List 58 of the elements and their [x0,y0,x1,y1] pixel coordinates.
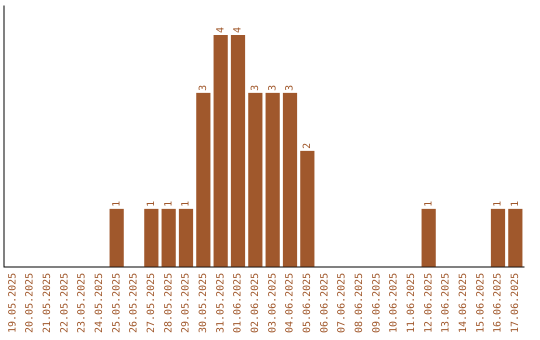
x-tick-label: 27.05.2025 [146,272,157,334]
x-tick-label: 05.06.2025 [302,272,313,334]
bar [282,92,298,267]
data-label: 4 [215,26,226,33]
bar [266,92,280,267]
x-tick-label: 03.06.2025 [267,272,278,334]
x-tick-label: 08.06.2025 [354,272,365,334]
x-tick-label: 09.06.2025 [371,272,382,334]
x-tick-label: 30.05.2025 [198,272,209,334]
data-label: 1 [510,200,521,207]
x-tick-label: 01.06.2025 [232,272,244,334]
x-tick-label: 14.06.2025 [458,272,469,334]
data-label: 1 [492,200,504,207]
data-label: 3 [250,84,261,91]
x-tick-label: 23.05.2025 [76,272,88,334]
x-tick-label: 16.06.2025 [492,272,504,334]
x-tick-label: 15.06.2025 [475,272,486,334]
x-tick-label: 17.06.2025 [510,272,521,334]
bar [110,208,124,267]
data-label: 3 [267,84,278,91]
bar [162,208,176,267]
data-label: 3 [284,84,296,91]
x-tick-label: 26.05.2025 [128,272,140,334]
data-label: 1 [146,200,157,207]
x-tick-label: 06.06.2025 [319,272,330,334]
bar [178,208,194,267]
bar [422,208,436,267]
bar [214,34,228,267]
x-tick-label: 07.06.2025 [336,272,348,334]
data-label: 3 [198,84,209,91]
data-label: 1 [180,200,192,207]
x-tick-label: 25.05.2025 [111,272,122,334]
x-tick-label: 04.06.2025 [284,272,296,334]
bar [300,150,314,267]
x-tick-label: 02.06.2025 [250,272,261,334]
x-tick-label: 29.05.2025 [180,272,192,334]
x-tick-label: 21.05.2025 [42,272,53,334]
x-tick-label: 24.05.2025 [94,272,105,334]
bar [144,208,158,267]
x-tick-label: 13.06.2025 [440,272,452,334]
bar [248,92,262,267]
x-tick-label: 11.06.2025 [406,272,417,334]
bar [230,34,246,267]
x-tick-label: 12.06.2025 [423,272,434,334]
x-tick-label: 22.05.2025 [59,272,70,334]
data-label: 1 [111,200,122,207]
bar [508,208,522,267]
x-tick-label: 31.05.2025 [215,272,226,334]
data-label: 1 [163,200,174,207]
data-label: 2 [302,142,313,149]
x-tick-label: 10.06.2025 [388,272,400,334]
x-tick-label: 28.05.2025 [163,272,174,334]
data-label: 1 [423,200,434,207]
bar [490,208,506,267]
data-label: 4 [232,26,244,33]
bar [196,92,210,267]
x-tick-label: 19.05.2025 [7,272,18,334]
x-tick-label: 20.05.2025 [24,272,36,334]
